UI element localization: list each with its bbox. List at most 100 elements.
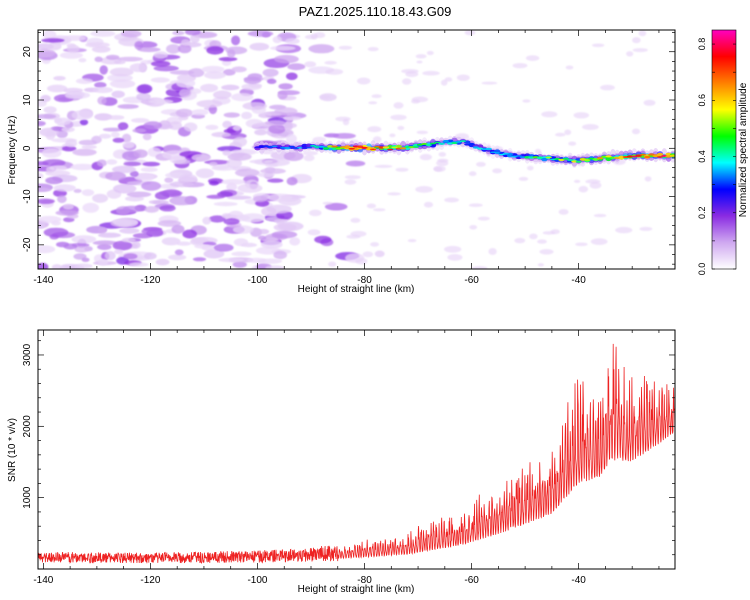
spectrogram-cell xyxy=(92,240,118,246)
spectrogram-cell xyxy=(600,84,615,91)
spectrogram-cell xyxy=(304,34,317,40)
spectrogram-cell xyxy=(97,258,109,266)
spectrogram-cell xyxy=(537,263,545,267)
spectrogram-cell xyxy=(201,65,225,73)
spectrogram-cell xyxy=(141,227,163,235)
spectrogram-cell xyxy=(564,129,572,136)
spectrogram-cell xyxy=(38,120,46,127)
spectrogram-cell xyxy=(143,252,157,260)
spectrogram-cell xyxy=(267,178,284,183)
spectrogram-cell xyxy=(42,30,57,40)
spectrogram-cell xyxy=(264,158,291,167)
spectrogram-cell xyxy=(106,159,118,165)
spectrogram-cell xyxy=(433,166,443,172)
spectrogram-cell xyxy=(150,77,170,83)
x-tick-label: -100 xyxy=(247,575,267,586)
colorbar-tick-label: 0.4 xyxy=(697,150,707,163)
spectrogram-cell xyxy=(94,113,113,121)
snr-series-line xyxy=(38,343,675,564)
spectrogram-cell xyxy=(286,177,298,186)
spectrogram-cell xyxy=(81,257,90,262)
spectrogram-cell xyxy=(393,102,404,109)
spectrogram-cell xyxy=(573,112,590,119)
x-tick-label: -80 xyxy=(357,575,372,586)
ridge-cell xyxy=(566,159,574,161)
spectrogram-cell xyxy=(240,213,266,223)
spectrogram-cell xyxy=(344,175,361,180)
ridge-cell xyxy=(506,153,514,156)
spectrogram-cell xyxy=(285,38,300,45)
spectrogram-cell xyxy=(43,227,69,238)
spectrogram-cell xyxy=(38,114,57,119)
spectrogram-cell xyxy=(395,167,409,172)
spectrogram-cell xyxy=(416,130,429,135)
spectrogram-cell xyxy=(113,249,124,255)
spectrogram-cell xyxy=(221,213,232,219)
spectrogram-cell xyxy=(45,130,56,141)
spectrogram-cell xyxy=(71,110,93,120)
spectrogram-cell xyxy=(242,102,267,110)
spectrogram-cell xyxy=(338,45,353,50)
spectrogram-cell xyxy=(314,235,332,244)
spectrogram-cell xyxy=(202,216,212,225)
x-tick-label: -60 xyxy=(464,575,479,586)
spectrogram-cell xyxy=(136,92,151,101)
spectrogram-cell xyxy=(464,30,476,36)
spectrogram-cell xyxy=(308,44,335,54)
spectrogram-cell xyxy=(226,195,252,200)
spectrogram-cell xyxy=(191,109,209,116)
spectrogram-cell xyxy=(71,235,97,244)
spectrogram-cell xyxy=(477,216,490,221)
spectrogram-cell xyxy=(129,170,139,177)
spectrogram-cell xyxy=(592,43,605,48)
spectrogram-cell xyxy=(232,225,254,234)
spectrogram-cell xyxy=(270,45,296,51)
spectrogram-cell xyxy=(121,133,132,143)
spectrogram-cell xyxy=(373,208,386,212)
spectrogram-cell xyxy=(40,94,51,103)
spectrogram-cell xyxy=(320,95,331,99)
spectrogram-cell xyxy=(38,215,62,224)
colorbar-tick-label: 0.6 xyxy=(697,94,707,107)
spectrogram-cell xyxy=(74,263,93,269)
spectrogram-cell xyxy=(112,137,125,143)
spectrogram-cell xyxy=(38,245,56,254)
spectrogram-cell xyxy=(643,99,656,106)
ridge-cell xyxy=(348,147,355,150)
spectrogram-cell xyxy=(82,202,99,213)
spectrogram-cell xyxy=(374,250,385,258)
spectrogram-cell xyxy=(51,264,62,269)
spectrogram-cell xyxy=(407,239,417,243)
spectrogram-cell xyxy=(590,238,608,246)
spectrogram-cell xyxy=(132,128,147,133)
ridge-cell xyxy=(421,142,428,145)
spectrogram-frame xyxy=(37,29,676,270)
spectrogram-cell xyxy=(110,131,120,138)
snr-panel: -140 -120 -100 -80 -60 -40 1000 2000 3000 Heigh… xyxy=(7,329,676,595)
spectrogram-cell xyxy=(174,249,184,256)
spectrogram-cell xyxy=(81,145,97,150)
spectrogram-cell xyxy=(537,239,547,244)
spectrogram-y-axis: -20 -10 0 10 20 xyxy=(22,32,675,265)
spectrogram-cell xyxy=(109,67,134,77)
ridge-cell xyxy=(382,146,390,149)
spectrogram-cell xyxy=(153,65,179,72)
ridge-cell xyxy=(605,155,612,158)
spectrogram-cell xyxy=(142,161,161,167)
spectrogram-cell xyxy=(223,112,240,118)
spectrogram-cell xyxy=(192,257,207,262)
spectrogram-y-label: Frequency (Hz) xyxy=(7,116,18,185)
spectrogram-cell xyxy=(171,155,186,160)
spectrogram-cell xyxy=(104,251,116,261)
spectrogram-cell xyxy=(529,233,538,240)
spectrogram-cell xyxy=(436,159,449,167)
spectrogram-cell xyxy=(209,40,222,49)
spectrogram-cell xyxy=(632,48,648,53)
spectrogram-cell xyxy=(183,122,198,132)
spectrogram-cell xyxy=(258,228,270,235)
spectrogram-cell xyxy=(303,154,315,162)
spectrogram-cell xyxy=(79,119,89,126)
y-tick-label: -20 xyxy=(22,237,33,252)
spectrogram-cell xyxy=(233,136,247,147)
